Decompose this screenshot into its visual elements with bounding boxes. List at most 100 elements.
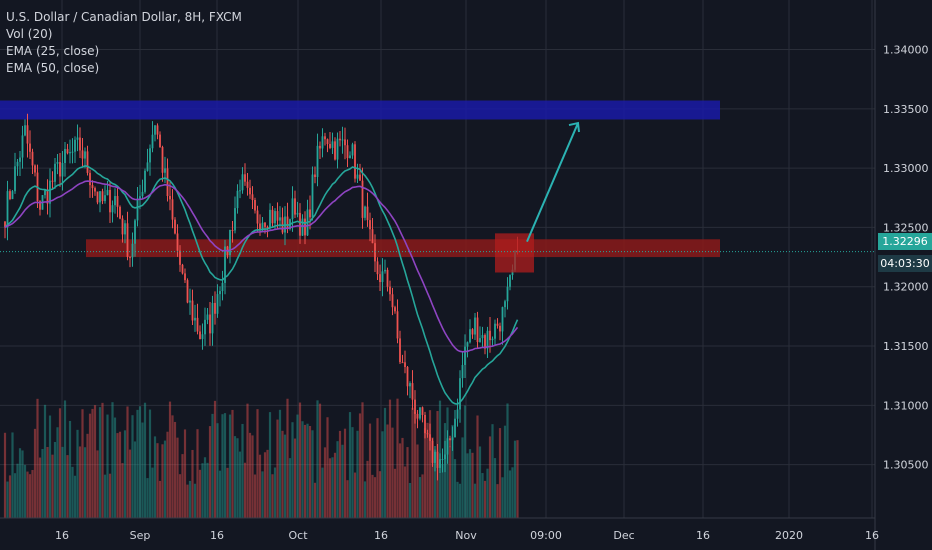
candle-body-21 — [56, 162, 59, 164]
candle-body-41 — [106, 189, 109, 196]
volume-bar-103 — [261, 471, 264, 518]
candle-body-196 — [494, 323, 496, 339]
volume-bar-156 — [393, 468, 397, 518]
candle-body-124 — [314, 174, 316, 177]
volume-bar-20 — [53, 441, 57, 518]
volume-bar-71 — [181, 454, 184, 518]
volume-bar-1 — [6, 481, 9, 518]
volume-bar-96 — [243, 462, 247, 518]
candle-body-136 — [344, 139, 346, 146]
candle-body-25 — [66, 148, 69, 154]
y-tick-label-2: 1.33000 — [883, 162, 929, 175]
candle-body-177 — [446, 438, 449, 455]
x-tick-label-10: 16 — [865, 529, 879, 542]
candle-body-161 — [406, 367, 409, 387]
candle-body-77 — [196, 317, 199, 332]
candle-body-44 — [114, 196, 116, 206]
volume-bar-116 — [293, 438, 297, 518]
volume-bar-97 — [246, 403, 249, 518]
candle-body-60 — [154, 125, 156, 135]
volume-bar-178 — [448, 446, 452, 518]
volume-bar-6 — [18, 448, 22, 518]
volume-bar-191 — [481, 473, 484, 518]
volume-bar-12 — [33, 428, 37, 518]
candle-body-180 — [454, 418, 456, 438]
candle-body-146 — [369, 220, 371, 230]
volume-bar-153 — [386, 424, 389, 518]
volume-bar-35 — [91, 408, 94, 518]
candle-body-134 — [339, 138, 341, 141]
volume-bar-202 — [508, 470, 512, 518]
volume-bar-144 — [363, 481, 367, 518]
volume-bar-9 — [26, 471, 29, 518]
candle-body-129 — [326, 139, 329, 144]
x-tick-label-2: 16 — [210, 529, 224, 542]
volume-bar-95 — [241, 423, 244, 518]
y-tick-label-1: 1.33500 — [883, 103, 929, 116]
volume-bar-7 — [21, 450, 24, 518]
y-tick-label-0: 1.34000 — [883, 44, 929, 57]
candle-body-165 — [416, 413, 419, 419]
volume-bar-192 — [483, 480, 487, 518]
volume-bar-171 — [431, 437, 434, 518]
candle-body-106 — [269, 209, 271, 229]
volume-bar-24 — [63, 400, 67, 518]
volume-bar-70 — [178, 474, 182, 518]
volume-bar-22 — [58, 408, 62, 518]
volume-bar-51 — [131, 415, 134, 518]
volume-bar-187 — [471, 452, 474, 518]
x-tick-label-0: 16 — [55, 529, 69, 542]
candle-body-140 — [354, 144, 356, 179]
candle-body-47 — [121, 218, 124, 235]
volume-bar-142 — [358, 413, 362, 518]
volume-bar-85 — [216, 423, 219, 518]
candle-body-51 — [131, 243, 134, 258]
volume-bar-34 — [88, 413, 92, 518]
volume-bar-82 — [208, 426, 212, 518]
candle-body-66 — [169, 196, 171, 200]
candle-body-49 — [126, 223, 129, 257]
candle-body-184 — [464, 346, 466, 365]
x-tick-label-7: Dec — [613, 529, 634, 542]
volume-bar-88 — [223, 413, 227, 518]
candle-body-138 — [349, 155, 351, 159]
candle-body-28 — [74, 139, 76, 152]
volume-bar-84 — [213, 400, 217, 518]
candle-body-11 — [31, 151, 34, 166]
candle-body-61 — [156, 125, 159, 135]
volume-bar-74 — [188, 480, 192, 518]
candle-body-201 — [506, 286, 509, 302]
volume-bar-193 — [486, 468, 489, 518]
volume-bar-66 — [168, 401, 172, 518]
volume-bar-154 — [388, 399, 392, 518]
candle-body-55 — [141, 191, 144, 197]
volume-bar-16 — [43, 404, 47, 518]
ema50-line — [4, 180, 519, 353]
volume-bar-160 — [403, 466, 407, 518]
volume-bar-125 — [316, 400, 319, 518]
candle-body-73 — [186, 280, 189, 303]
volume-bar-161 — [406, 447, 409, 518]
candle-body-170 — [429, 434, 431, 441]
candle-body-171 — [431, 440, 434, 463]
candle-body-142 — [359, 174, 361, 181]
candle-body-62 — [159, 134, 161, 148]
volume-bar-32 — [83, 447, 87, 518]
volume-bar-80 — [203, 457, 207, 518]
volume-bar-205 — [516, 440, 519, 518]
volume-bar-199 — [501, 477, 504, 518]
candle-body-50 — [129, 256, 131, 258]
volume-bar-86 — [218, 470, 222, 518]
candle-body-163 — [411, 383, 414, 400]
candle-body-186 — [469, 329, 471, 343]
support-zone — [86, 239, 720, 258]
volume-bar-83 — [211, 413, 214, 518]
candle-body-176 — [444, 454, 446, 460]
volume-bar-140 — [353, 472, 357, 518]
candle-body-139 — [351, 144, 354, 156]
candle-body-57 — [146, 162, 149, 171]
candle-body-125 — [316, 145, 319, 177]
volume-bar-109 — [276, 419, 279, 518]
candle-body-103 — [261, 222, 264, 231]
